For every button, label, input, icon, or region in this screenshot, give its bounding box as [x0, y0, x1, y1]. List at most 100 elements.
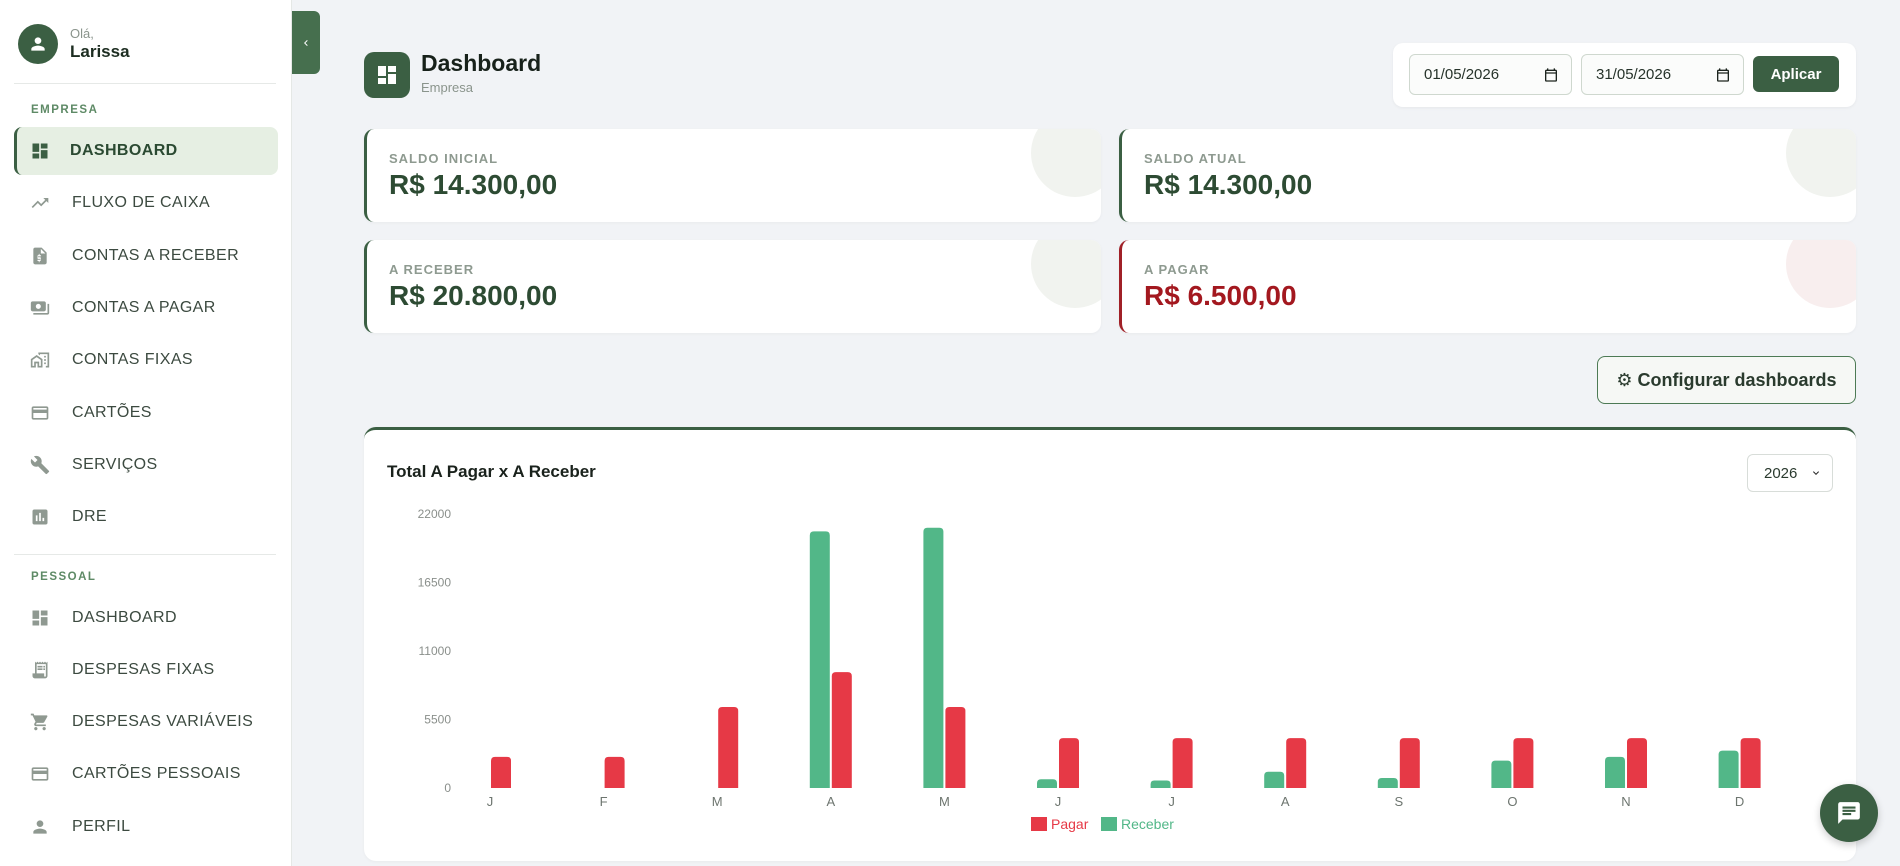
- y-tick-label: 16500: [418, 576, 452, 590]
- chart-title: Total A Pagar x A Receber: [387, 462, 596, 481]
- bar-pagar: [1627, 738, 1647, 788]
- x-tick-label: M: [939, 794, 950, 809]
- sidebar-item-dashboard[interactable]: DASHBOARD: [14, 127, 278, 175]
- sidebar-item-label: CONTAS A RECEBER: [72, 247, 240, 264]
- y-tick-label: 5500: [424, 713, 451, 727]
- start-date-value: 01/05/2026: [1424, 66, 1500, 83]
- start-date-input[interactable]: 01/05/2026: [1409, 54, 1572, 95]
- bar-pagar: [491, 756, 511, 788]
- card-value: R$ 6.500,00: [1144, 280, 1297, 311]
- dashboard-icon: [378, 66, 396, 84]
- sidebar: Olá, Larissa EMPRESA DASHBOARD FLUXO DE …: [0, 0, 292, 866]
- sidebar-divider: [14, 83, 276, 84]
- sidebar-item-label: DESPESAS VARIÁVEIS: [72, 713, 254, 730]
- sidebar-collapse-button[interactable]: [292, 11, 320, 74]
- sidebar-item-cartoes[interactable]: CARTÕES: [14, 389, 278, 437]
- payments-icon: [30, 298, 50, 318]
- sidebar-item-contas-a-pagar[interactable]: CONTAS A PAGAR: [14, 284, 278, 332]
- card-label: A RECEBER: [389, 262, 475, 277]
- x-tick-label: O: [1507, 794, 1517, 809]
- apply-button[interactable]: Aplicar: [1753, 56, 1839, 92]
- sidebar-item-contas-fixas[interactable]: CONTAS FIXAS: [14, 336, 278, 384]
- card-decoration: [1786, 240, 1856, 308]
- calendar-icon: [1545, 67, 1557, 82]
- bar-chart-icon: [30, 507, 50, 527]
- receipt-dollar-icon: [30, 246, 50, 266]
- sidebar-item-fluxo-de-caixa[interactable]: FLUXO DE CAIXA: [14, 179, 278, 227]
- sidebar-item-perfil[interactable]: PERFIL: [14, 803, 278, 851]
- bar-pagar: [1740, 738, 1761, 788]
- bar-pagar: [718, 707, 739, 788]
- x-tick-label: S: [1394, 794, 1403, 809]
- y-tick-label: 0: [444, 781, 451, 795]
- sidebar-item-contas-a-receber[interactable]: CONTAS A RECEBER: [14, 232, 278, 280]
- bar-pagar: [1399, 738, 1420, 788]
- page-icon: [364, 52, 410, 98]
- year-select[interactable]: 2026: [1747, 454, 1833, 492]
- chart-panel: Total A Pagar x A Receber 2026 0 5500 1100…: [364, 427, 1856, 861]
- card-decoration: [1031, 240, 1101, 308]
- sidebar-item-cartoes-pessoais[interactable]: CARTÕES PESSOAIS: [14, 750, 278, 798]
- dashboard-icon: [30, 608, 50, 628]
- sidebar-item-despesas-fixas[interactable]: DESPESAS FIXAS: [14, 646, 278, 694]
- sidebar-item-label: FLUXO DE CAIXA: [72, 194, 211, 211]
- sidebar-item-dre[interactable]: DRE: [14, 493, 278, 541]
- chevron-down-icon: [1813, 471, 1819, 475]
- sidebar-item-label: SERVIÇOS: [72, 456, 158, 473]
- card-value: R$ 14.300,00: [1144, 169, 1313, 200]
- receipt-list-icon: [30, 660, 50, 680]
- card-decoration: [1031, 129, 1101, 197]
- x-tick-label: F: [600, 794, 608, 809]
- trending-up-icon: [30, 193, 50, 213]
- sidebar-item-label: CARTÕES PESSOAIS: [72, 765, 241, 782]
- legend-swatch-receber: [1101, 817, 1117, 831]
- x-tick-label: A: [826, 794, 835, 809]
- card-a-pagar: A PAGAR R$ 6.500,00: [1119, 240, 1856, 333]
- person-icon: [30, 817, 50, 837]
- bar-pagar: [945, 707, 966, 788]
- credit-card-icon: [30, 764, 50, 784]
- card-decoration: [1786, 129, 1856, 197]
- sidebar-item-label: CONTAS A PAGAR: [72, 299, 216, 316]
- bar-receber: [809, 531, 830, 788]
- user-profile[interactable]: Olá, Larissa: [18, 24, 130, 64]
- sidebar-item-label: CARTÕES: [72, 404, 152, 421]
- page-title: Dashboard: [421, 50, 542, 76]
- bar-pagar: [1286, 738, 1307, 788]
- sidebar-item-despesas-variaveis[interactable]: DESPESAS VARIÁVEIS: [14, 698, 278, 746]
- greeting: Olá,: [70, 25, 94, 41]
- x-tick-label: N: [1621, 794, 1630, 809]
- x-tick-label: J: [1055, 794, 1062, 809]
- chat-button[interactable]: [1820, 784, 1878, 842]
- bar-pagar: [1059, 738, 1079, 788]
- bar-receber: [1491, 760, 1512, 788]
- bar-receber: [1605, 756, 1625, 788]
- bar-chart: 0 5500 11000 16500 22000 J F M A M J J A S O N D Pagar Rec…: [418, 507, 1761, 832]
- sidebar-divider: [14, 554, 276, 555]
- card-value: R$ 20.800,00: [389, 280, 558, 311]
- bar-receber: [1264, 771, 1285, 788]
- bar-receber: [1377, 778, 1398, 788]
- y-tick-label: 22000: [418, 507, 452, 521]
- x-tick-label: A: [1281, 794, 1290, 809]
- cart-icon: [30, 712, 50, 732]
- sidebar-item-servicos[interactable]: SERVIÇOS: [14, 441, 278, 489]
- card-value: R$ 14.300,00: [389, 169, 558, 200]
- x-tick-label: D: [1735, 794, 1744, 809]
- year-select-value: 2026: [1764, 464, 1798, 482]
- dashboard-icon: [30, 141, 50, 161]
- legend-label-receber: Receber: [1121, 816, 1174, 832]
- page-subtitle: Empresa: [421, 80, 474, 95]
- sidebar-item-label: DRE: [72, 508, 107, 525]
- sidebar-item-label: DESPESAS FIXAS: [72, 661, 215, 678]
- person-icon: [31, 37, 45, 51]
- credit-card-icon: [30, 403, 50, 423]
- calendar-icon: [1717, 67, 1729, 82]
- bar-receber: [1718, 750, 1739, 788]
- bar-pagar: [604, 756, 625, 788]
- sidebar-item-dashboard-pessoal[interactable]: DASHBOARD: [14, 594, 278, 642]
- end-date-value: 31/05/2026: [1596, 66, 1672, 83]
- end-date-input[interactable]: 31/05/2026: [1581, 54, 1744, 95]
- configure-dashboards-button[interactable]: ⚙ Configurar dashboards: [1597, 356, 1856, 404]
- date-filter-panel: 01/05/2026 31/05/2026 Aplicar: [1393, 43, 1856, 107]
